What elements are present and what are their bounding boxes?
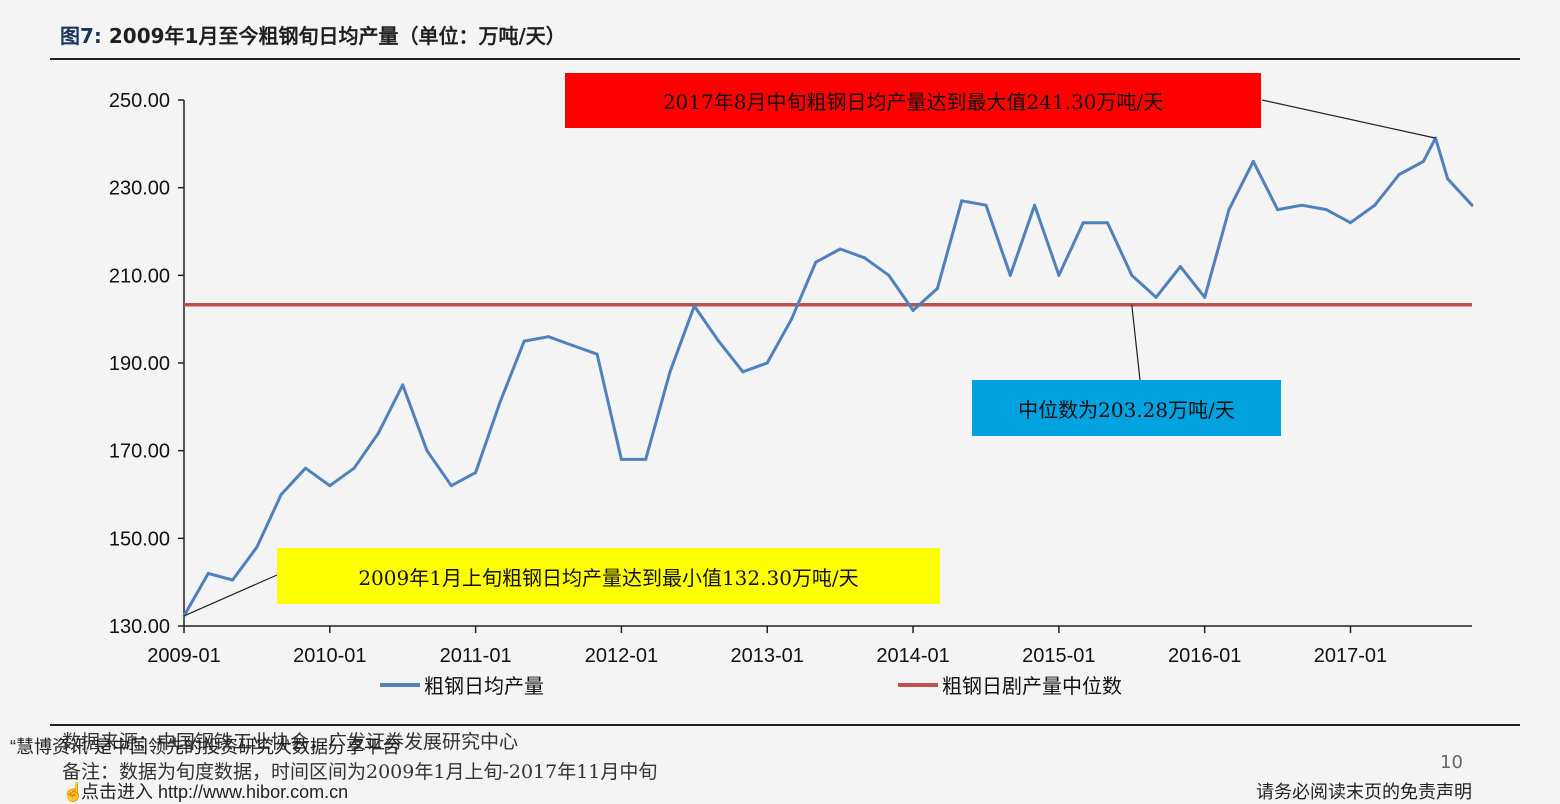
series-point bbox=[1300, 203, 1304, 207]
series-point bbox=[887, 273, 891, 277]
series-point bbox=[717, 339, 721, 343]
series-point bbox=[935, 286, 939, 290]
series-point bbox=[790, 317, 794, 321]
series-point bbox=[862, 256, 866, 260]
x-tick-label: 2017-01 bbox=[1314, 645, 1387, 667]
callout-leader-median bbox=[1131, 304, 1141, 381]
bottom-rule bbox=[50, 724, 1520, 726]
x-tick-label: 2009-01 bbox=[147, 645, 220, 667]
x-tick-label: 2013-01 bbox=[731, 645, 804, 667]
series-point bbox=[1057, 273, 1061, 277]
x-tick-label: 2011-01 bbox=[440, 645, 512, 667]
legend-median-swatch bbox=[898, 682, 938, 687]
series-point bbox=[838, 247, 842, 251]
y-tick-label: 210.00 bbox=[109, 265, 170, 287]
y-tick-label: 190.00 bbox=[109, 353, 170, 375]
series-point bbox=[522, 339, 526, 343]
series-point bbox=[547, 335, 551, 339]
series-point bbox=[1203, 295, 1207, 299]
series-point bbox=[231, 578, 235, 582]
series-point bbox=[1276, 208, 1280, 212]
series-point bbox=[206, 571, 210, 575]
series-point bbox=[498, 400, 502, 404]
series-point bbox=[352, 466, 356, 470]
series-point bbox=[911, 308, 915, 312]
series-point bbox=[328, 484, 332, 488]
series-point bbox=[984, 203, 988, 207]
source-note: 数据来源：中国钢铁工业协会，广发证券发展研究中心 bbox=[62, 731, 519, 753]
series-point bbox=[765, 361, 769, 365]
series-point bbox=[1033, 203, 1037, 207]
series-point bbox=[644, 457, 648, 461]
y-tick-label: 230.00 bbox=[109, 178, 170, 200]
series-point bbox=[814, 260, 818, 264]
legend-series-swatch bbox=[380, 682, 420, 687]
series-point bbox=[1397, 173, 1401, 177]
legend-median: 粗钢日剧产量中位数 bbox=[898, 670, 1122, 699]
disclaimer-link[interactable]: 请务必阅读末页的免责声明 bbox=[1256, 782, 1472, 803]
hand-cursor-icon: ☝ bbox=[62, 782, 85, 802]
series-point bbox=[1421, 159, 1425, 163]
series-point bbox=[425, 449, 429, 453]
chart-area: 130.00 150.00 170.00 190.00 210.00 230.00 250.… bbox=[109, 90, 1474, 667]
legend-series: 粗钢日均产量 bbox=[380, 670, 544, 699]
max-callout: 2017年8月中旬粗钢日均产量达到最大值241.30万吨/天 bbox=[565, 73, 1261, 128]
series-point bbox=[1105, 221, 1109, 225]
median-callout: 中位数为203.28万吨/天 bbox=[972, 380, 1281, 436]
legend-series-label: 粗钢日均产量 bbox=[424, 674, 544, 698]
y-tick-label: 250.00 bbox=[109, 90, 170, 112]
page-number: 10 bbox=[1440, 752, 1463, 773]
series-point bbox=[279, 493, 283, 496]
y-tick-label: 130.00 bbox=[109, 616, 170, 638]
series-point bbox=[1373, 203, 1377, 207]
series-point bbox=[1081, 221, 1085, 225]
series-point bbox=[1446, 177, 1450, 181]
series-point bbox=[1251, 159, 1255, 163]
remark-note: 备注：数据为旬度数据，时间区间为2009年1月上旬-2017年11月中旬 bbox=[62, 761, 658, 783]
series-point bbox=[741, 370, 745, 374]
series-point bbox=[1470, 203, 1474, 207]
x-tick-label: 2014-01 bbox=[876, 645, 949, 667]
series-point bbox=[619, 457, 623, 461]
y-tick-label: 150.00 bbox=[109, 528, 170, 550]
x-tick-label: 2012-01 bbox=[585, 645, 658, 667]
series-point bbox=[1178, 265, 1182, 269]
chart-title: 图7: 2009年1月至今粗钢旬日均产量（单位：万吨/天） bbox=[60, 20, 566, 49]
x-tick-label: 2016-01 bbox=[1168, 645, 1241, 667]
series-point bbox=[1008, 273, 1012, 277]
title-text: 2009年1月至今粗钢旬日均产量（单位：万吨/天） bbox=[108, 24, 566, 48]
series-point bbox=[1154, 295, 1158, 299]
watermark-banner: “慧博资讯”是中国领先的投资研究大数据分享平台 bbox=[10, 733, 400, 759]
x-tick-label: 2010-01 bbox=[293, 645, 366, 667]
y-tick-label: 170.00 bbox=[109, 441, 170, 463]
series-point bbox=[960, 199, 964, 203]
series-point bbox=[1130, 273, 1134, 277]
figure-number: 图7: bbox=[60, 24, 102, 48]
series-point bbox=[1324, 208, 1328, 212]
series-point bbox=[595, 352, 599, 356]
series-point bbox=[668, 370, 672, 374]
callout-leader-min bbox=[183, 574, 278, 617]
series-point bbox=[304, 466, 308, 470]
series-point bbox=[571, 343, 575, 347]
legend-median-label: 粗钢日剧产量中位数 bbox=[942, 674, 1122, 698]
series-point bbox=[376, 431, 380, 435]
series-point bbox=[1227, 208, 1231, 212]
min-callout: 2009年1月上旬粗钢日均产量达到最小值132.30万吨/天 bbox=[277, 548, 940, 604]
series-point bbox=[474, 471, 478, 475]
callout-leader-max bbox=[1261, 99, 1436, 139]
series-point bbox=[692, 304, 696, 308]
x-tick-label: 2015-01 bbox=[1022, 645, 1095, 667]
top-rule bbox=[50, 58, 1520, 60]
series-point bbox=[401, 383, 405, 387]
series-point bbox=[255, 545, 259, 549]
series-point bbox=[1348, 221, 1352, 225]
watermark-link[interactable]: ☝ 点击进入 http://www.hibor.com.cn bbox=[62, 778, 348, 804]
watermark-text: “慧博资讯”是中国领先的投资研究大数据分享平台 bbox=[10, 737, 400, 757]
watermark-link-text[interactable]: 点击进入 http://www.hibor.com.cn bbox=[81, 782, 349, 802]
series-point bbox=[449, 484, 453, 488]
